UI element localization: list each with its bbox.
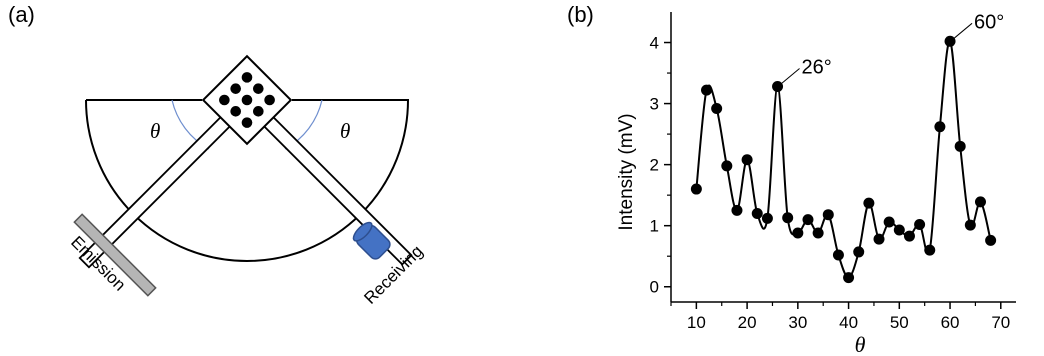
data-point — [853, 246, 865, 258]
emitter — [73, 213, 157, 297]
x-tick-label: 20 — [738, 313, 757, 332]
data-point — [832, 249, 844, 261]
data-point — [883, 216, 895, 228]
data-point — [711, 102, 723, 114]
y-tick-label: 0 — [650, 278, 659, 297]
data-point — [924, 244, 936, 256]
data-point — [964, 219, 976, 231]
data-point — [731, 204, 743, 216]
data-point — [701, 84, 713, 96]
data-point — [690, 183, 702, 195]
annotations: 26° 60° — [781, 11, 1004, 84]
annotation-leader — [781, 68, 800, 84]
y-tick-label: 2 — [650, 156, 659, 175]
data-point — [761, 212, 773, 224]
y-tick-label: 1 — [650, 217, 659, 236]
annotation-label: 60° — [974, 11, 1004, 33]
data-points — [690, 35, 997, 284]
x-tick-label: 50 — [890, 313, 909, 332]
data-point — [893, 224, 905, 236]
x-tick-label: 60 — [941, 313, 960, 332]
setup-diagram: θ θ Emission Receiving — [67, 54, 427, 308]
data-point — [903, 230, 915, 242]
annotation-label: 26° — [802, 56, 832, 78]
data-point — [792, 227, 804, 239]
y-tick-label: 4 — [650, 34, 659, 53]
data-point — [721, 160, 733, 172]
y-axis-label: Intensity (mV) — [616, 113, 637, 230]
panel-label-b: (b) — [567, 2, 594, 27]
data-point — [782, 212, 794, 224]
x-tick-label: 30 — [788, 313, 807, 332]
data-point — [934, 121, 946, 133]
theta-label-left: θ — [150, 119, 160, 143]
data-point — [944, 35, 956, 47]
data-point — [741, 154, 753, 166]
data-point — [954, 140, 966, 152]
data-point — [802, 214, 814, 226]
annotation-leader — [953, 22, 973, 39]
data-point — [751, 207, 763, 219]
x-axis-label: θ — [855, 332, 866, 356]
data-point — [772, 80, 784, 92]
semicircle-stage — [85, 99, 410, 262]
x-tick-label: 70 — [991, 313, 1010, 332]
data-point — [812, 227, 824, 239]
x-tick-label: 40 — [839, 313, 858, 332]
y-tick-label: 3 — [650, 95, 659, 114]
data-point — [843, 272, 855, 284]
chart-axes: 0 1 2 3 4 10 20 30 40 50 60 70 — [650, 12, 1016, 332]
series-line — [695, 40, 992, 279]
data-point — [974, 196, 986, 208]
theta-label-right: θ — [340, 119, 350, 143]
data-point — [863, 197, 875, 209]
sample-grid — [201, 54, 293, 146]
x-tick-label: 10 — [687, 313, 706, 332]
data-point — [985, 234, 997, 246]
panel-label-a: (a) — [8, 2, 35, 27]
data-point — [822, 209, 834, 221]
receiver — [352, 221, 391, 260]
data-point — [914, 218, 926, 230]
data-point — [873, 233, 885, 245]
